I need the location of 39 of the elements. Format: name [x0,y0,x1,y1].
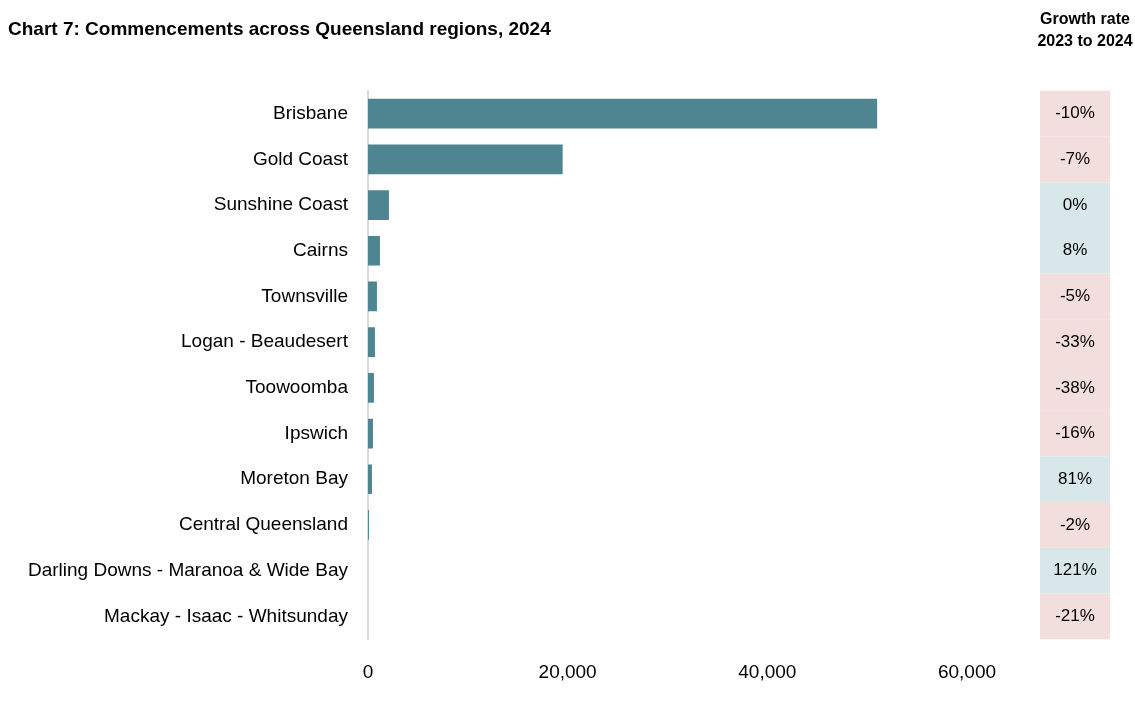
text: 0% [1062,194,1088,214]
bar [367,98,878,129]
y-tick-label: Logan - Beaudesert [181,330,349,352]
bar [367,144,563,175]
text: -5% [1059,286,1091,306]
y-tick-label: Moreton Bay [240,467,349,489]
y-tick-label: Mackay - Isaac - Whitsunday [104,604,349,626]
y-tick-label: Central Queensland [178,513,348,535]
text: -7% [1059,149,1091,169]
y-tick-label: Brisbane [272,101,348,123]
y-tick-label: Townsville [261,284,348,306]
text: -33% [1055,331,1095,351]
text: 81% [1057,468,1093,488]
text: 121% [1053,560,1097,580]
y-tick-label: Darling Downs - Maranoa & Wide Bay [27,558,349,580]
x-tick-label: 20,000 [538,660,597,682]
y-tick-label: Sunshine Coast [213,193,349,215]
y-tick-label: Toowoomba [245,376,349,398]
bar [367,190,389,220]
text: 8% [1062,240,1088,260]
chart-title: Chart 7: Commencements across Queensland regions, 2024 [8,17,552,39]
bar [367,464,372,495]
y-tick-label: Cairns [293,238,348,260]
bar [367,235,380,266]
x-tick-label: 0 [362,660,374,682]
x-tick-label: 60,000 [937,660,997,682]
x-tick-label: 40,000 [738,660,797,682]
text: Growth rate 2023 to 2024 [1037,10,1133,50]
text: -38% [1055,377,1095,397]
y-tick-label: Gold Coast [252,147,349,169]
bar [367,327,375,357]
bar [367,373,374,403]
text: -21% [1055,606,1095,626]
text: -16% [1055,423,1095,443]
text: -2% [1059,514,1091,534]
bar [367,418,373,449]
text: -10% [1055,103,1095,123]
y-tick-label: Ipswich [284,421,348,443]
bar [367,281,377,312]
